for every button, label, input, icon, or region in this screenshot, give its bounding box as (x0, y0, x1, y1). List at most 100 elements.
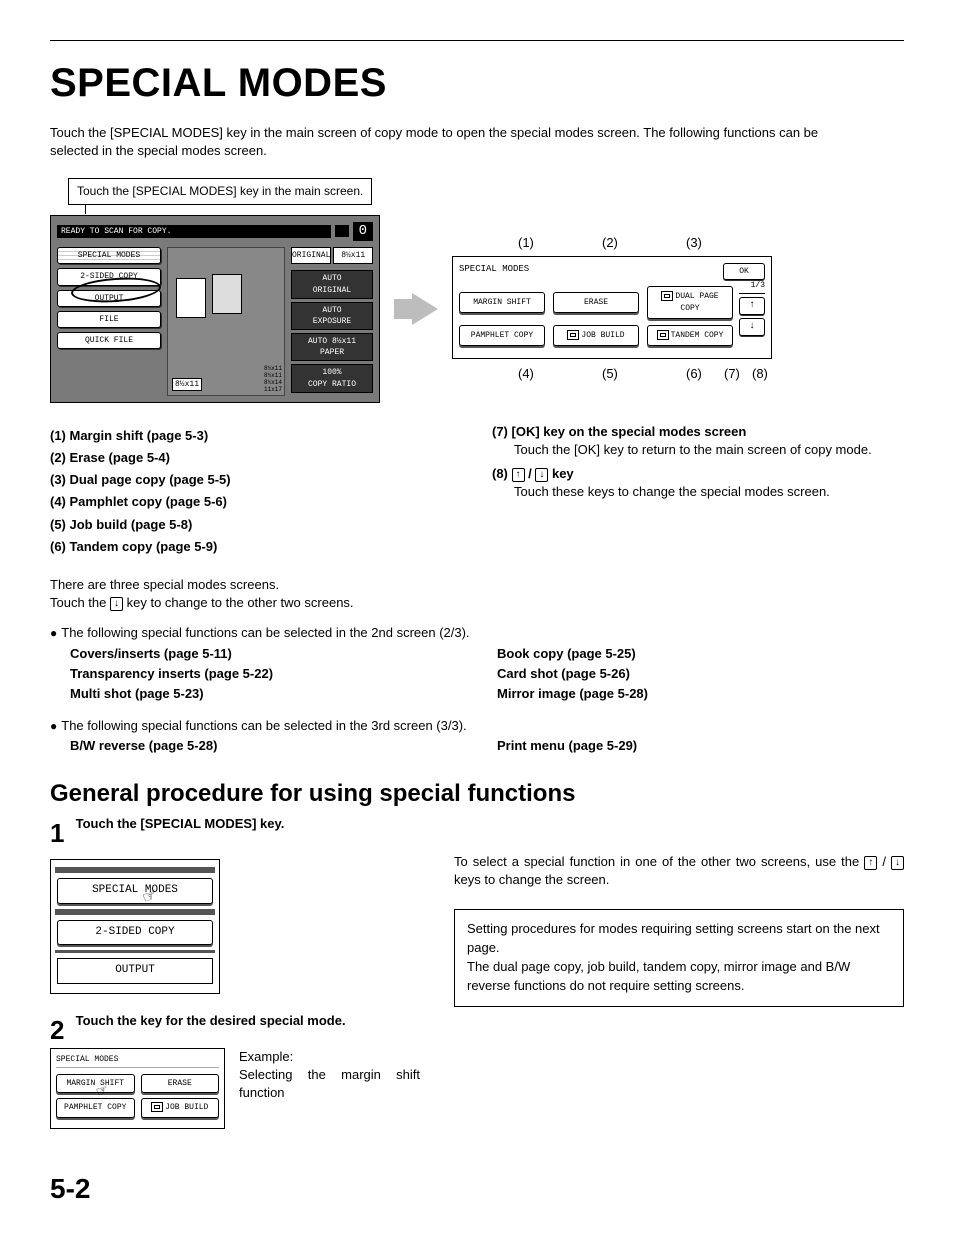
btn-quick-file[interactable]: QUICK FILE (57, 332, 161, 349)
sm-tandem-copy[interactable]: TANDEM COPY (647, 325, 733, 346)
sm-page-indicator: 1/3 (739, 280, 765, 293)
step2-text: Touch the key for the desired special mo… (76, 1012, 420, 1030)
intro-text: Touch the [SPECIAL MODES] key in the mai… (50, 124, 820, 160)
right-para: To select a special function in one of t… (454, 853, 904, 889)
page-title: SPECIAL MODES (50, 55, 904, 111)
sm-job-build[interactable]: JOB BUILD (553, 325, 639, 346)
sp2-erase[interactable]: ERASE (141, 1074, 220, 1093)
bullet-icon: ● (50, 624, 57, 642)
btn-file[interactable]: FILE (57, 311, 161, 328)
down-button[interactable]: ↓ (739, 318, 765, 336)
example-label: Example: (239, 1048, 420, 1066)
item8-body: Touch these keys to change the special m… (492, 483, 904, 501)
num-4: (4) (518, 365, 534, 383)
down-key-icon: ↓ (535, 468, 548, 482)
sm-margin-shift[interactable]: MARGIN SHIFT (459, 292, 545, 313)
dual-page-icon (661, 291, 673, 301)
num-3: (3) (686, 234, 702, 252)
sp-btn-2sided[interactable]: 2-SIDED COPY (57, 920, 213, 945)
job-build-icon (151, 1102, 163, 1112)
sm-pamphlet-copy[interactable]: PAMPHLET COPY (459, 325, 545, 346)
item7-title: (7) [OK] key on the special modes screen (492, 423, 904, 441)
sp2-job-build[interactable]: JOB BUILD (141, 1098, 220, 1117)
step2-panel: SPECIAL MODES MARGIN SHIFT ☞ ERASE PAMPH… (50, 1048, 225, 1129)
main-screen-panel: READY TO SCAN FOR COPY. 0 SPECIAL MODES … (50, 215, 380, 403)
up-key-icon: ↑ (512, 468, 525, 482)
sel-copy-ratio[interactable]: 100%COPY RATIO (291, 364, 373, 392)
screen2-item: Multi shot (page 5-23) (70, 685, 477, 703)
sm-screen-panel: SPECIAL MODES OK MARGIN SHIFT ERASE DUAL… (452, 256, 772, 359)
list-item: (6) Tandem copy (page 5-9) (50, 538, 462, 556)
callout-text: Touch the [SPECIAL MODES] key in the mai… (77, 184, 363, 198)
diagram-row: READY TO SCAN FOR COPY. 0 SPECIAL MODES … (50, 215, 904, 403)
mid-label: 8½x11 (172, 378, 202, 391)
sp2-pamphlet[interactable]: PAMPHLET COPY (56, 1098, 135, 1117)
list-item: (3) Dual page copy (page 5-5) (50, 471, 462, 489)
up-button[interactable]: ↑ (739, 297, 765, 315)
mid-text-1: There are three special modes screens. (50, 576, 904, 594)
num-8: (8) (752, 365, 768, 383)
sp-btn-special-modes[interactable]: SPECIAL MODES ☞ (57, 878, 213, 903)
note-box: Setting procedures for modes requiring s… (454, 909, 904, 1006)
down-key-icon: ↓ (110, 597, 123, 611)
screen2-item: Transparency inserts (page 5-22) (70, 665, 477, 683)
screen3-item: B/W reverse (page 5-28) (70, 737, 477, 755)
sp-btn-output[interactable]: OUTPUT (57, 958, 213, 983)
step-2: 2 Touch the key for the desired special … (50, 1012, 420, 1048)
arrow-icon (412, 293, 438, 325)
screen3-item: Print menu (page 5-29) (497, 737, 904, 755)
step1-panel: SPECIAL MODES ☞ 2-SIDED COPY OUTPUT (50, 859, 220, 993)
sel-auto-original[interactable]: AUTOORIGINAL (291, 270, 373, 298)
sm-screen-wrap: (1) (2) (3) SPECIAL MODES OK MARGIN SHIF… (452, 234, 772, 383)
page-number: 5-2 (50, 1169, 904, 1208)
sel-original-u: ORIGINAL (291, 247, 331, 264)
list-item: (2) Erase (page 5-4) (50, 449, 462, 467)
sel-auto-paper[interactable]: AUTO 8½x11PAPER (291, 333, 373, 361)
screen2-intro: The following special functions can be s… (61, 624, 469, 642)
down-key-icon: ↓ (891, 856, 904, 870)
procedure-heading: General procedure for using special func… (50, 777, 904, 811)
main-screen-counter: 0 (353, 222, 373, 242)
num-1: (1) (518, 234, 534, 252)
callout: Touch the [SPECIAL MODES] key in the mai… (50, 178, 354, 199)
mid-text-2: Touch the ↓ key to change to the other t… (50, 594, 904, 612)
main-screen-left-buttons: SPECIAL MODES 2-SIDED COPY OUTPUT FILE Q… (57, 247, 161, 396)
screen2-item: Mirror image (page 5-28) (497, 685, 904, 703)
screen2-item: Card shot (page 5-26) (497, 665, 904, 683)
note-text: Setting procedures for modes requiring s… (467, 921, 880, 993)
list-item: (5) Job build (page 5-8) (50, 516, 462, 534)
main-screen-msg: READY TO SCAN FOR COPY. (57, 225, 331, 238)
ok-button[interactable]: OK (723, 263, 765, 280)
main-screen-right: ORIGINAL 8½x11 AUTOORIGINAL AUTOEXPOSURE… (291, 247, 373, 396)
num-5: (5) (602, 365, 618, 383)
item8-title: (8) ↑ / ↓ key (492, 465, 904, 483)
item7-body: Touch the [OK] key to return to the main… (492, 441, 904, 459)
sm-dual-page-copy[interactable]: DUAL PAGE COPY (647, 286, 733, 318)
sm-erase[interactable]: ERASE (553, 292, 639, 313)
bullet-icon: ● (50, 717, 57, 735)
sel-auto-exposure[interactable]: AUTOEXPOSURE (291, 302, 373, 330)
step-1: 1 Touch the [SPECIAL MODES] key. (50, 815, 420, 851)
step1-text: Touch the [SPECIAL MODES] key. (76, 815, 420, 833)
tandem-icon (657, 330, 669, 340)
btn-special-modes[interactable]: SPECIAL MODES (57, 247, 161, 264)
list-item: (4) Pamphlet copy (page 5-6) (50, 493, 462, 511)
screen3-intro: The following special functions can be s… (61, 717, 466, 735)
screen2-section: ● The following special functions can be… (50, 624, 904, 642)
sel-original-l: 8½x11 (333, 247, 373, 264)
sm-title: SPECIAL MODES (459, 263, 529, 276)
step2-example: Example: Selecting the margin shift func… (239, 1048, 420, 1103)
job-build-icon (567, 330, 579, 340)
screen2-item: Book copy (page 5-25) (497, 645, 904, 663)
example-body: Selecting the margin shift function (239, 1066, 420, 1102)
num-2: (2) (602, 234, 618, 252)
callout-box: Touch the [SPECIAL MODES] key in the mai… (68, 178, 372, 205)
sp2-title: SPECIAL MODES (56, 1054, 219, 1068)
screen2-item: Covers/inserts (page 5-11) (70, 645, 477, 663)
sp2-margin-shift[interactable]: MARGIN SHIFT ☞ (56, 1074, 135, 1093)
num-7: (7) (724, 365, 740, 383)
up-key-icon: ↑ (864, 856, 877, 870)
list-left: (1) Margin shift (page 5-3) (2) Erase (p… (50, 427, 462, 556)
list-item: (1) Margin shift (page 5-3) (50, 427, 462, 445)
num-6: (6) (686, 365, 702, 383)
